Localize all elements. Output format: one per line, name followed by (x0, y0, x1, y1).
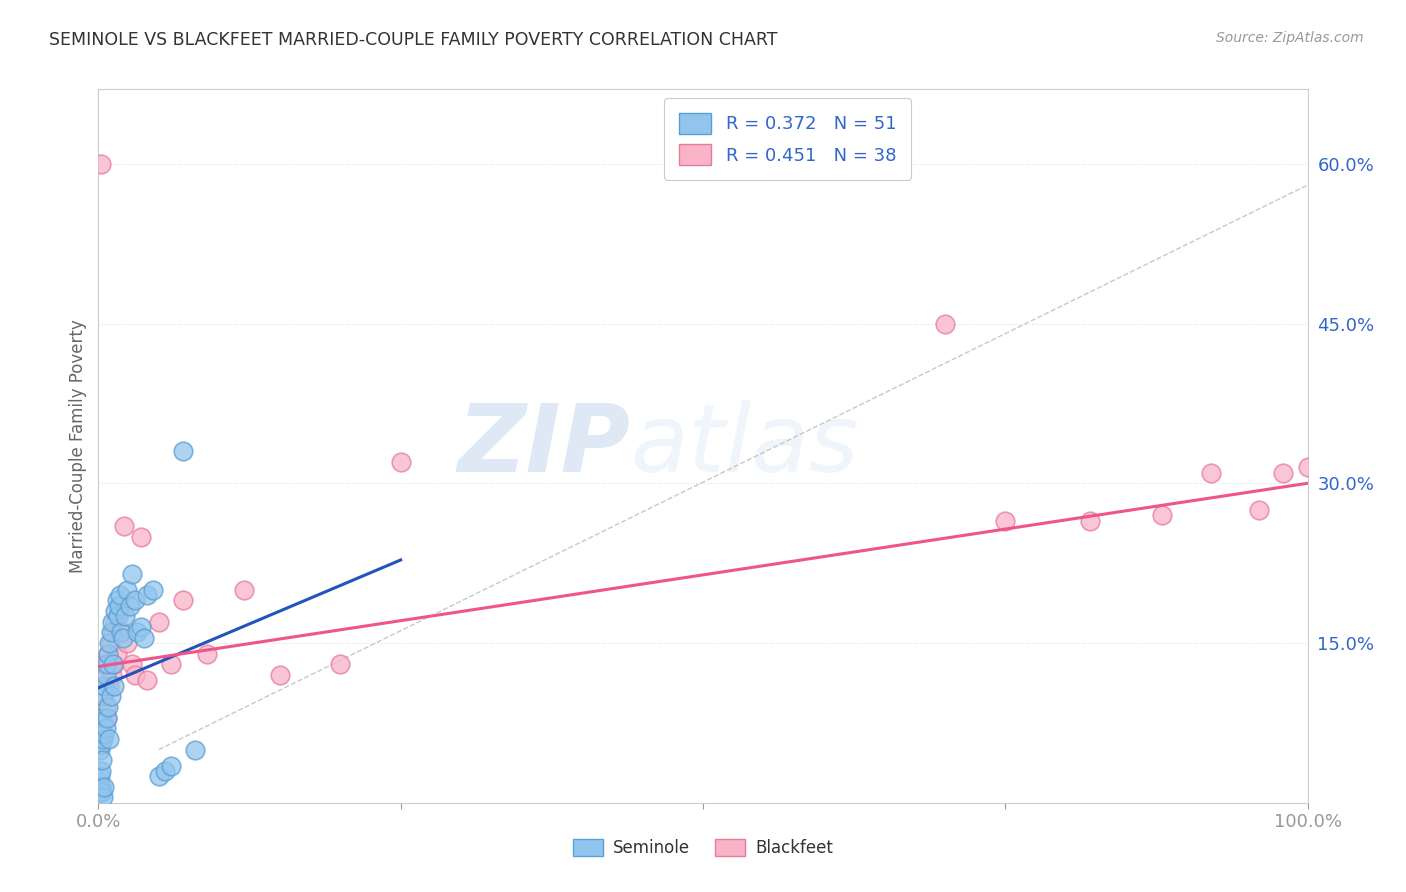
Point (172, 444, 194, 458)
Point (184, 742, 207, 756)
Point (100, 615, 122, 629)
Point (160, 657, 183, 672)
Point (97, 700, 120, 714)
Point (129, 529, 152, 543)
Y-axis label: Married-Couple Family Poverty: Married-Couple Family Poverty (69, 319, 87, 573)
Point (91, 731, 114, 746)
Point (91, 668, 114, 682)
Legend: Seminole, Blackfeet: Seminole, Blackfeet (565, 831, 841, 866)
Point (121, 657, 143, 672)
Point (91, 710, 114, 724)
Point (103, 679, 125, 693)
Point (160, 758, 183, 772)
Point (104, 615, 127, 629)
Point (934, 317, 956, 331)
Point (91, 690, 114, 704)
Point (103, 657, 125, 672)
Point (153, 764, 176, 778)
Point (135, 588, 157, 602)
Point (107, 609, 129, 624)
Point (1272, 466, 1295, 480)
Point (1249, 503, 1271, 517)
Point (135, 673, 157, 688)
Point (129, 620, 152, 634)
Point (195, 647, 218, 661)
Point (148, 615, 170, 629)
Point (124, 668, 146, 682)
Point (108, 599, 131, 613)
Point (91, 790, 114, 805)
Point (117, 636, 139, 650)
Point (93, 679, 115, 693)
Point (108, 604, 131, 618)
Point (105, 647, 128, 661)
Point (89, 742, 111, 756)
Point (104, 604, 127, 618)
Point (112, 519, 135, 533)
Point (134, 631, 156, 645)
Point (148, 769, 170, 783)
Point (93, 726, 115, 740)
Point (110, 625, 132, 640)
Point (1152, 508, 1174, 523)
Point (89, 769, 111, 783)
Point (90, 764, 112, 778)
Point (124, 593, 146, 607)
Point (389, 455, 412, 469)
Point (1296, 460, 1319, 475)
Point (101, 657, 124, 672)
Point (87, 774, 110, 789)
Point (94, 668, 117, 682)
Point (98, 731, 121, 746)
Point (90, 737, 112, 751)
Point (91, 785, 114, 799)
Point (329, 657, 352, 672)
Point (232, 582, 254, 597)
Point (108, 588, 131, 602)
Point (90, 780, 112, 794)
Text: Source: ZipAtlas.com: Source: ZipAtlas.com (1216, 31, 1364, 45)
Point (91, 753, 114, 767)
Point (89, 785, 111, 799)
Point (100, 636, 122, 650)
Point (94, 721, 117, 735)
Text: SEMINOLE VS BLACKFEET MARRIED-COUPLE FAMILY POVERTY CORRELATION CHART: SEMINOLE VS BLACKFEET MARRIED-COUPLE FAM… (49, 31, 778, 49)
Point (114, 609, 136, 624)
Point (101, 625, 124, 640)
Point (98, 679, 121, 693)
Point (172, 593, 194, 607)
Point (100, 668, 122, 682)
Point (97, 647, 120, 661)
Point (994, 514, 1017, 528)
Point (100, 625, 122, 640)
Point (105, 593, 128, 607)
Point (111, 631, 134, 645)
Text: atlas: atlas (630, 401, 859, 491)
Point (110, 625, 132, 640)
Point (91, 690, 114, 704)
Point (96, 710, 118, 724)
Point (96, 657, 118, 672)
Point (93, 657, 115, 672)
Point (1199, 466, 1222, 480)
Point (96, 710, 118, 724)
Point (94, 700, 117, 714)
Point (100, 690, 122, 704)
Text: ZIP: ZIP (457, 400, 630, 492)
Point (97, 647, 120, 661)
Point (117, 582, 139, 597)
Point (127, 625, 149, 640)
Point (90, 157, 112, 171)
Point (121, 566, 143, 581)
Point (118, 599, 141, 613)
Point (93, 780, 115, 794)
Point (98, 636, 121, 650)
Point (142, 582, 165, 597)
Point (1078, 514, 1101, 528)
Point (269, 668, 291, 682)
